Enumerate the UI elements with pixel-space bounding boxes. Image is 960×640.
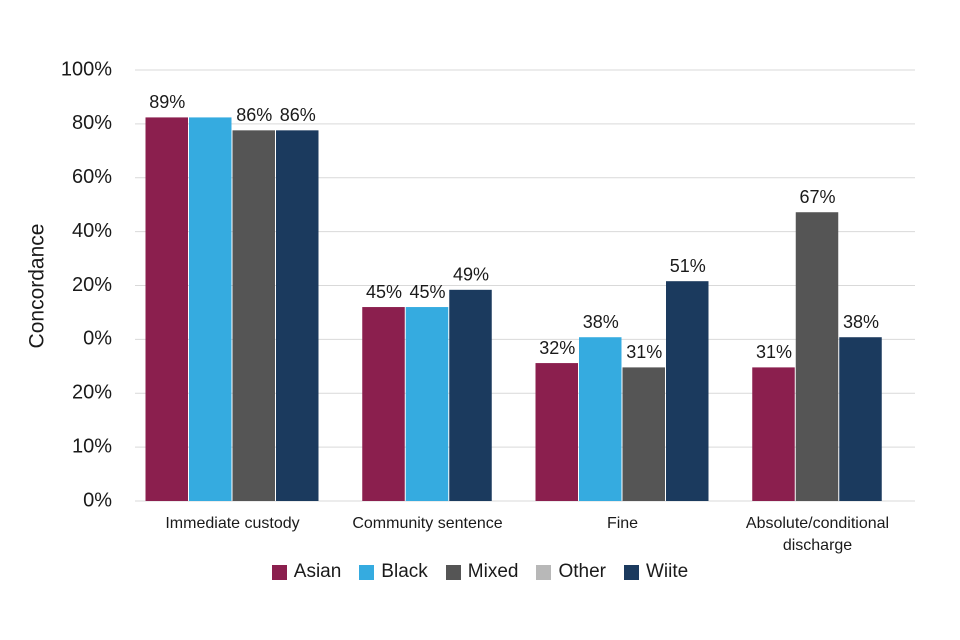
x-tick-label: Fine xyxy=(606,515,639,532)
bar xyxy=(449,289,492,501)
legend-item: Mixed xyxy=(445,561,519,583)
value-label: 32% xyxy=(539,338,575,358)
legend-swatch xyxy=(445,564,461,580)
legend-label: Other xyxy=(558,561,606,582)
legend-swatch xyxy=(623,564,639,580)
value-label: 38% xyxy=(843,312,879,332)
legend-swatch xyxy=(536,564,552,580)
bar xyxy=(232,130,275,501)
value-label: 45% xyxy=(366,282,402,302)
legend-item: Black xyxy=(359,561,428,583)
bar xyxy=(795,212,839,502)
bar xyxy=(276,130,319,501)
value-label: 67% xyxy=(799,187,835,207)
legend-swatch xyxy=(271,564,287,580)
y-tick-label: 60% xyxy=(72,166,112,188)
bar xyxy=(189,117,232,501)
y-axis-title: Concordance xyxy=(26,224,49,349)
legend-item: Asian xyxy=(271,561,342,583)
bar xyxy=(752,367,795,501)
y-tick-label: 0% xyxy=(83,489,112,511)
bar xyxy=(405,307,449,501)
legend-label: Black xyxy=(381,561,428,582)
legend: Asian Black Mixed Other Wiite xyxy=(0,561,960,583)
y-tick-label: 80% xyxy=(72,112,112,134)
x-tick-label: Absolute/conditional discharge xyxy=(745,515,890,554)
bar xyxy=(145,117,188,501)
value-label: 89% xyxy=(149,92,185,112)
bar xyxy=(579,337,622,501)
value-label: 31% xyxy=(626,342,662,362)
value-label: 31% xyxy=(756,342,792,362)
y-tick-label: 20% xyxy=(72,274,112,296)
value-label: 38% xyxy=(583,312,619,332)
bar xyxy=(535,363,578,501)
y-tick-label: 40% xyxy=(72,220,112,242)
legend-label: Wiite xyxy=(645,561,689,582)
x-tick-label: Immediate custody xyxy=(165,515,300,532)
value-label: 86% xyxy=(280,105,316,125)
legend-item: Other xyxy=(536,561,606,583)
y-tick-label: 10% xyxy=(72,435,112,457)
bar xyxy=(622,367,665,501)
bar xyxy=(839,337,882,501)
y-tick-label: 100% xyxy=(61,58,112,80)
legend-item: Wiite xyxy=(623,561,689,583)
legend-swatch xyxy=(359,564,375,580)
y-tick-label: 0% xyxy=(83,328,112,350)
value-label: 49% xyxy=(453,265,489,285)
bar xyxy=(666,281,709,501)
legend-label: Mixed xyxy=(467,561,519,582)
legend-label: Asian xyxy=(293,561,342,582)
value-label: 51% xyxy=(670,256,706,276)
x-tick-label: Community sentence xyxy=(352,515,503,532)
y-tick-label: 20% xyxy=(72,382,112,404)
bar xyxy=(362,307,405,501)
value-label: 86% xyxy=(236,105,272,125)
value-label: 45% xyxy=(409,282,445,302)
